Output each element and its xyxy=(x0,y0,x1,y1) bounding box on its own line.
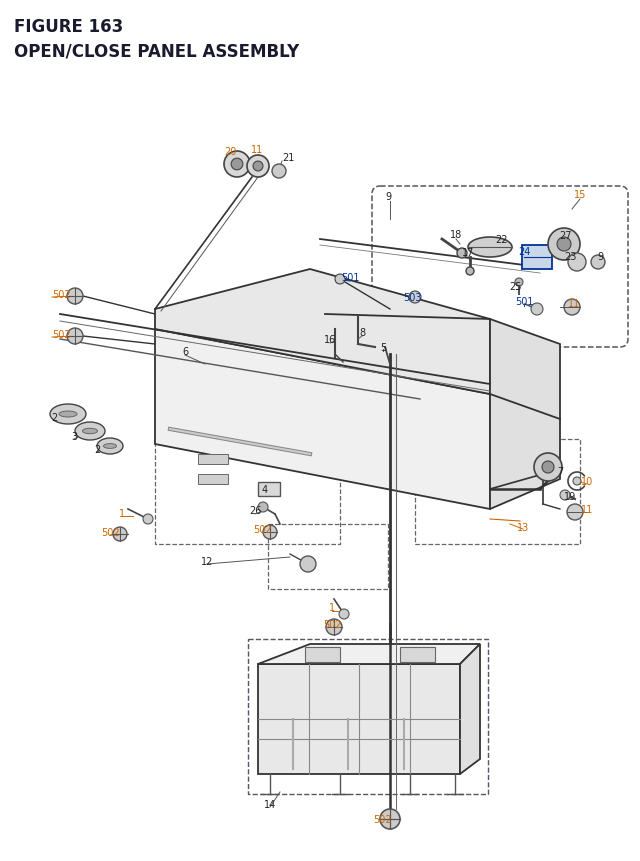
Text: 7: 7 xyxy=(557,467,563,476)
Text: 8: 8 xyxy=(359,328,365,338)
Text: 2: 2 xyxy=(51,412,57,423)
Ellipse shape xyxy=(75,423,105,441)
Text: 502: 502 xyxy=(100,528,119,537)
Text: 12: 12 xyxy=(201,556,213,567)
Text: 14: 14 xyxy=(264,799,276,809)
Ellipse shape xyxy=(468,238,512,257)
Text: OPEN/CLOSE PANEL ASSEMBLY: OPEN/CLOSE PANEL ASSEMBLY xyxy=(14,42,300,60)
Circle shape xyxy=(263,525,277,539)
Circle shape xyxy=(300,556,316,573)
Bar xyxy=(155,389,340,544)
Polygon shape xyxy=(155,330,490,510)
Circle shape xyxy=(591,256,605,269)
Text: 11: 11 xyxy=(581,505,593,514)
Circle shape xyxy=(67,329,83,344)
Circle shape xyxy=(253,162,263,171)
Ellipse shape xyxy=(104,444,116,449)
Bar xyxy=(198,474,228,485)
Text: 13: 13 xyxy=(517,523,529,532)
Text: 18: 18 xyxy=(450,230,462,239)
Circle shape xyxy=(548,229,580,261)
Circle shape xyxy=(380,809,400,829)
Text: 11: 11 xyxy=(568,299,580,308)
Circle shape xyxy=(272,164,286,179)
Text: 5: 5 xyxy=(380,343,386,353)
FancyBboxPatch shape xyxy=(522,245,552,269)
Bar xyxy=(415,439,580,544)
Text: 503: 503 xyxy=(403,293,421,303)
Circle shape xyxy=(466,268,474,276)
Circle shape xyxy=(534,454,562,481)
Text: 502: 502 xyxy=(374,814,392,824)
Text: 6: 6 xyxy=(182,347,188,356)
Text: 9: 9 xyxy=(385,192,391,201)
Circle shape xyxy=(560,491,570,500)
Text: 22: 22 xyxy=(496,235,508,245)
Circle shape xyxy=(326,619,342,635)
Text: 16: 16 xyxy=(324,335,336,344)
Circle shape xyxy=(143,514,153,524)
Circle shape xyxy=(573,478,581,486)
Text: 25: 25 xyxy=(509,282,522,292)
Text: 501: 501 xyxy=(340,273,359,282)
Circle shape xyxy=(515,279,523,287)
Text: FIGURE 163: FIGURE 163 xyxy=(14,18,124,36)
Polygon shape xyxy=(258,644,480,664)
Text: 1: 1 xyxy=(329,603,335,612)
Circle shape xyxy=(258,503,268,512)
Text: 27: 27 xyxy=(559,231,572,241)
Circle shape xyxy=(247,156,269,177)
Text: 26: 26 xyxy=(249,505,261,516)
Text: 15: 15 xyxy=(574,189,586,200)
Circle shape xyxy=(409,292,421,304)
Text: 19: 19 xyxy=(564,492,576,501)
Polygon shape xyxy=(155,310,490,389)
Text: 20: 20 xyxy=(224,147,236,157)
Polygon shape xyxy=(155,269,490,394)
Circle shape xyxy=(542,461,554,474)
Circle shape xyxy=(531,304,543,316)
Text: 23: 23 xyxy=(564,251,576,262)
Bar xyxy=(305,647,340,662)
Circle shape xyxy=(457,249,467,258)
Ellipse shape xyxy=(50,405,86,424)
Ellipse shape xyxy=(97,438,123,455)
Text: 501: 501 xyxy=(515,297,533,307)
Text: 502: 502 xyxy=(253,524,272,535)
Circle shape xyxy=(67,288,83,305)
Bar xyxy=(258,482,280,497)
Text: 4: 4 xyxy=(262,485,268,494)
Text: 24: 24 xyxy=(518,247,530,257)
Text: 1: 1 xyxy=(119,508,125,518)
Circle shape xyxy=(231,159,243,170)
Circle shape xyxy=(224,152,250,177)
Text: 3: 3 xyxy=(71,431,77,442)
Text: 502: 502 xyxy=(323,619,341,629)
Text: 502: 502 xyxy=(52,330,70,339)
Text: 10: 10 xyxy=(581,476,593,486)
Bar xyxy=(400,647,435,662)
Text: 2: 2 xyxy=(94,444,100,455)
Text: 11: 11 xyxy=(251,145,263,155)
Text: 21: 21 xyxy=(282,152,294,163)
Text: 17: 17 xyxy=(462,248,474,257)
Circle shape xyxy=(564,300,580,316)
Text: 9: 9 xyxy=(597,251,603,262)
Ellipse shape xyxy=(83,429,97,434)
Circle shape xyxy=(568,254,586,272)
Text: 502: 502 xyxy=(52,289,70,300)
Circle shape xyxy=(567,505,583,520)
Polygon shape xyxy=(258,664,460,774)
Circle shape xyxy=(339,610,349,619)
Bar xyxy=(268,524,388,589)
Ellipse shape xyxy=(59,412,77,418)
Circle shape xyxy=(557,238,571,251)
Polygon shape xyxy=(490,319,560,510)
Circle shape xyxy=(113,528,127,542)
Bar xyxy=(248,639,488,794)
Polygon shape xyxy=(460,644,480,774)
Circle shape xyxy=(335,275,345,285)
Bar xyxy=(198,455,228,464)
